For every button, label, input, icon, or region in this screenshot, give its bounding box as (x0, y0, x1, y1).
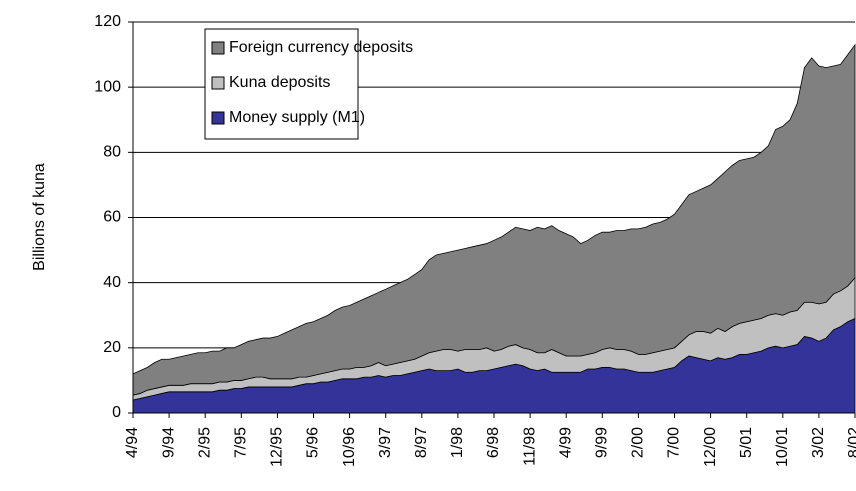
x-tick-label: 10/01 (774, 427, 791, 467)
x-tick-label: 9/94 (160, 427, 177, 458)
x-tick-label: 3/02 (810, 427, 827, 458)
x-tick-label: 4/94 (124, 427, 141, 458)
x-tick-label: 11/98 (521, 427, 538, 466)
legend-label: Money supply (M1) (229, 109, 365, 126)
x-tick-label: 1/98 (449, 427, 466, 458)
legend-swatch (211, 76, 225, 90)
legend-label: Kuna deposits (229, 74, 330, 91)
legend-swatch (211, 111, 225, 125)
x-tick-label: 2/95 (196, 427, 213, 458)
x-tick-label: 12/00 (702, 427, 719, 467)
x-tick-label: 7/95 (233, 427, 250, 458)
x-tick-label: 9/99 (594, 427, 611, 458)
legend: Foreign currency deposits Kuna deposits Mo… (204, 28, 413, 140)
area (132, 43, 856, 396)
y-tick-label: 60 (103, 209, 121, 226)
y-tick-label: 100 (94, 78, 121, 95)
y-tick-label: 20 (103, 339, 121, 356)
y-tick-label: 40 (103, 274, 121, 291)
x-tick-label: 3/97 (377, 427, 394, 458)
x-tick-label: 4/99 (557, 427, 574, 458)
y-tick-label: 80 (103, 144, 121, 161)
y-tick-label: 0 (112, 404, 121, 421)
x-tick-label: 5/96 (305, 427, 322, 458)
legend-label: Foreign currency deposits (229, 39, 413, 56)
x-tick-label: 2/00 (630, 427, 647, 458)
x-tick-label: 7/00 (666, 427, 683, 458)
y-axis-label: Billions of kuna (31, 163, 48, 271)
x-tick-label: 5/01 (738, 427, 755, 458)
x-tick-label: 8/02 (846, 427, 856, 458)
x-tick-label: 8/97 (413, 427, 430, 458)
legend-box (204, 28, 359, 140)
x-tick-label: 12/95 (269, 427, 286, 467)
x-tick-label: 6/98 (485, 427, 502, 458)
legend-swatch (211, 41, 225, 55)
y-tick-label: 120 (94, 13, 121, 30)
x-tick-label: 10/96 (341, 427, 358, 467)
